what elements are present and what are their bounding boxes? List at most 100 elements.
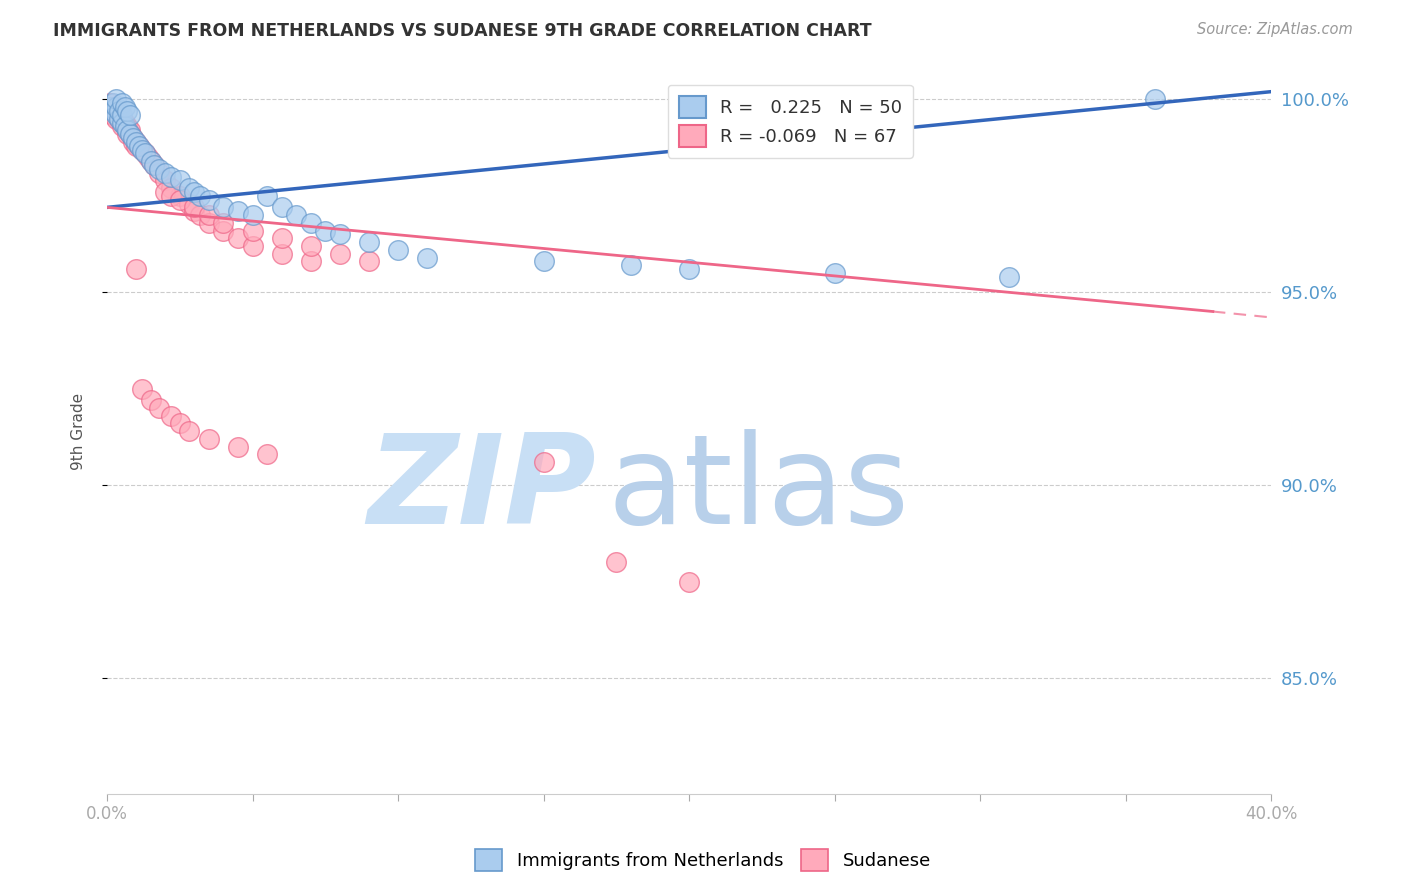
Point <box>104 92 127 106</box>
Point <box>188 189 211 203</box>
Point <box>104 100 127 114</box>
Point <box>212 200 235 214</box>
Point <box>120 108 142 122</box>
Y-axis label: 9th Grade: 9th Grade <box>72 392 86 470</box>
Point <box>177 424 200 438</box>
Point <box>533 254 555 268</box>
Point <box>139 154 162 169</box>
Point <box>125 135 148 149</box>
Point <box>299 216 322 230</box>
Point <box>120 127 142 141</box>
Legend: Immigrants from Netherlands, Sudanese: Immigrants from Netherlands, Sudanese <box>468 842 938 879</box>
Point <box>107 103 129 118</box>
Point <box>114 100 136 114</box>
Point <box>111 108 134 122</box>
Point <box>122 131 145 145</box>
Point <box>125 135 148 149</box>
Point <box>122 131 145 145</box>
Point <box>183 185 205 199</box>
Point <box>107 112 129 126</box>
Point <box>183 204 205 219</box>
Point <box>177 196 200 211</box>
Point <box>98 96 121 111</box>
Point <box>101 103 124 118</box>
Point <box>198 432 221 446</box>
Point <box>117 123 139 137</box>
Point <box>104 112 127 126</box>
Point <box>117 103 139 118</box>
Point <box>169 417 191 431</box>
Point <box>136 150 159 164</box>
Point <box>148 161 170 176</box>
Point <box>148 166 170 180</box>
Point <box>160 409 183 423</box>
Point <box>134 146 156 161</box>
Point <box>104 108 127 122</box>
Point <box>198 193 221 207</box>
Point <box>169 189 191 203</box>
Point <box>104 103 127 118</box>
Point <box>111 115 134 129</box>
Point <box>122 135 145 149</box>
Point <box>1143 92 1166 106</box>
Point <box>242 208 264 222</box>
Point <box>329 227 352 242</box>
Point <box>160 181 183 195</box>
Point <box>188 208 211 222</box>
Point <box>117 123 139 137</box>
Point <box>101 103 124 118</box>
Point <box>101 96 124 111</box>
Point <box>183 200 205 214</box>
Point <box>169 173 191 187</box>
Point <box>299 239 322 253</box>
Point <box>824 266 846 280</box>
Point <box>155 173 177 187</box>
Point <box>160 189 183 203</box>
Point <box>242 223 264 237</box>
Point <box>256 189 278 203</box>
Point <box>117 127 139 141</box>
Point <box>533 455 555 469</box>
Point <box>98 100 121 114</box>
Point <box>125 262 148 277</box>
Point <box>270 200 292 214</box>
Text: Source: ZipAtlas.com: Source: ZipAtlas.com <box>1197 22 1353 37</box>
Point <box>139 154 162 169</box>
Point <box>114 115 136 129</box>
Point <box>357 254 380 268</box>
Point <box>160 169 183 184</box>
Point <box>128 138 150 153</box>
Point <box>169 193 191 207</box>
Point <box>270 231 292 245</box>
Point <box>142 158 165 172</box>
Point <box>620 258 643 272</box>
Point <box>678 574 700 589</box>
Point <box>114 120 136 134</box>
Point <box>131 143 153 157</box>
Point <box>177 181 200 195</box>
Point <box>104 108 127 122</box>
Point <box>120 123 142 137</box>
Point <box>125 138 148 153</box>
Point <box>114 120 136 134</box>
Point <box>111 112 134 126</box>
Point <box>270 246 292 260</box>
Text: atlas: atlas <box>607 429 910 549</box>
Point <box>998 269 1021 284</box>
Point <box>101 108 124 122</box>
Point <box>117 120 139 134</box>
Point <box>139 393 162 408</box>
Point <box>678 262 700 277</box>
Point <box>256 447 278 461</box>
Point <box>155 166 177 180</box>
Point <box>198 216 221 230</box>
Point <box>226 204 249 219</box>
Point <box>111 120 134 134</box>
Point <box>329 246 352 260</box>
Point <box>111 96 134 111</box>
Point <box>131 143 153 157</box>
Text: IMMIGRANTS FROM NETHERLANDS VS SUDANESE 9TH GRADE CORRELATION CHART: IMMIGRANTS FROM NETHERLANDS VS SUDANESE … <box>53 22 872 40</box>
Point <box>416 251 439 265</box>
Point <box>131 382 153 396</box>
Point <box>128 138 150 153</box>
